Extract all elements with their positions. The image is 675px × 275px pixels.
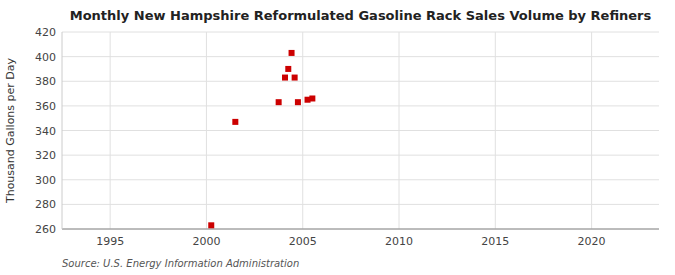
chart-container: Monthly New Hampshire Reformulated Gasol… [0, 0, 675, 275]
point [276, 99, 282, 105]
point [282, 75, 288, 81]
x-tick-label: 2010 [385, 235, 413, 248]
points [208, 50, 315, 228]
y-tick-label: 260 [35, 223, 56, 236]
point [292, 75, 298, 81]
x-tick-label: 2000 [192, 235, 220, 248]
y-grid-line [62, 32, 659, 33]
y-tick-label: 380 [35, 75, 56, 88]
x-grid-line [302, 32, 303, 229]
y-tick-label: 400 [35, 51, 56, 64]
y-tick-label: 340 [35, 125, 56, 138]
chart-svg: Monthly New Hampshire Reformulated Gasol… [0, 0, 675, 275]
source-note: Source: U.S. Energy Information Administ… [62, 258, 299, 269]
x-grid-line [399, 32, 400, 229]
y-grid-line [62, 130, 659, 131]
y-grid-line [62, 229, 659, 230]
x-tick-label: 1995 [96, 235, 124, 248]
x-grid-line [591, 32, 592, 229]
y-tick-label: 320 [35, 149, 56, 162]
point [232, 119, 238, 125]
point [208, 222, 214, 228]
y-tick-label: 420 [35, 26, 56, 39]
y-grid-line [62, 105, 659, 106]
y-axis-label: Thousand Gallons per Day [4, 57, 17, 204]
y-grid-line [62, 179, 659, 180]
x-grid-line [206, 32, 207, 229]
y-axis-line [62, 32, 63, 229]
x-grid-line [495, 32, 496, 229]
grid [62, 32, 659, 229]
title: Monthly New Hampshire Reformulated Gasol… [70, 8, 652, 23]
y-grid-line [62, 204, 659, 205]
point [295, 99, 301, 105]
y-tick-label: 300 [35, 174, 56, 187]
y-tick-label: 360 [35, 100, 56, 113]
x-grid-line [110, 32, 111, 229]
y-tick-label: 280 [35, 198, 56, 211]
y-grid-line [62, 155, 659, 156]
y-grid-line [62, 81, 659, 82]
point [285, 66, 291, 72]
point [289, 50, 295, 56]
y-grid-line [62, 56, 659, 57]
x-tick-label: 2015 [481, 235, 509, 248]
x-axis-line [62, 229, 659, 230]
x-tick-label: 2020 [578, 235, 606, 248]
x-tick-label: 2005 [289, 235, 317, 248]
point [309, 95, 315, 101]
